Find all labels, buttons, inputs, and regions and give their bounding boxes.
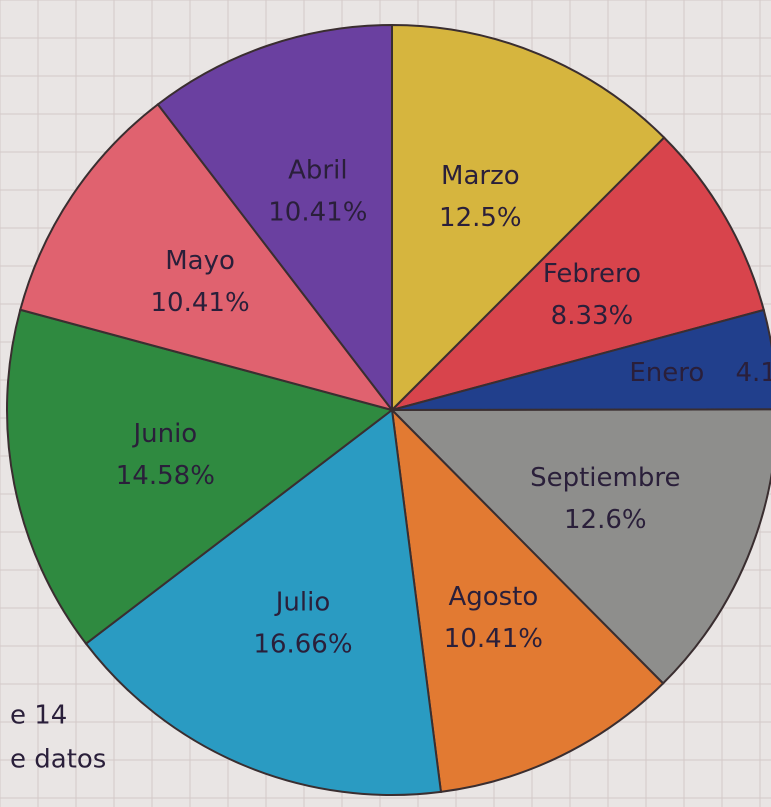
slice-name: Marzo bbox=[441, 161, 520, 191]
chart: Marzo 12.5% Febrero 8.33% Enero 4.16% Septiemb… bbox=[0, 0, 771, 807]
pie bbox=[7, 25, 771, 795]
slice-name: Abril bbox=[288, 156, 347, 186]
slice-value-label: 10.41% bbox=[444, 624, 543, 654]
page: {"chart_data": { "type": "pie", "categor… bbox=[0, 0, 771, 807]
slice-name: Septiembre bbox=[530, 463, 680, 493]
slice-name: Febrero bbox=[543, 259, 641, 289]
slice-value-label: 12.5% bbox=[439, 203, 522, 233]
slice-value-label: 4.16% bbox=[735, 358, 771, 388]
annotation: e 14 bbox=[10, 701, 67, 731]
slice-name: Junio bbox=[131, 419, 197, 449]
slice-value-label: 14.58% bbox=[116, 461, 215, 491]
slice-name: Julio bbox=[274, 588, 331, 618]
slice-name: Agosto bbox=[448, 582, 538, 612]
slice-value-label: 10.41% bbox=[151, 288, 250, 318]
annotation: e datos bbox=[10, 745, 106, 775]
slice-value-label: 10.41% bbox=[268, 198, 367, 228]
slice-value-label: 16.66% bbox=[253, 630, 352, 660]
slice-name: Mayo bbox=[165, 246, 235, 276]
slice-value-label: 8.33% bbox=[551, 301, 634, 331]
slice-name: Enero bbox=[629, 358, 704, 388]
slice-value-label: 12.6% bbox=[564, 505, 647, 535]
